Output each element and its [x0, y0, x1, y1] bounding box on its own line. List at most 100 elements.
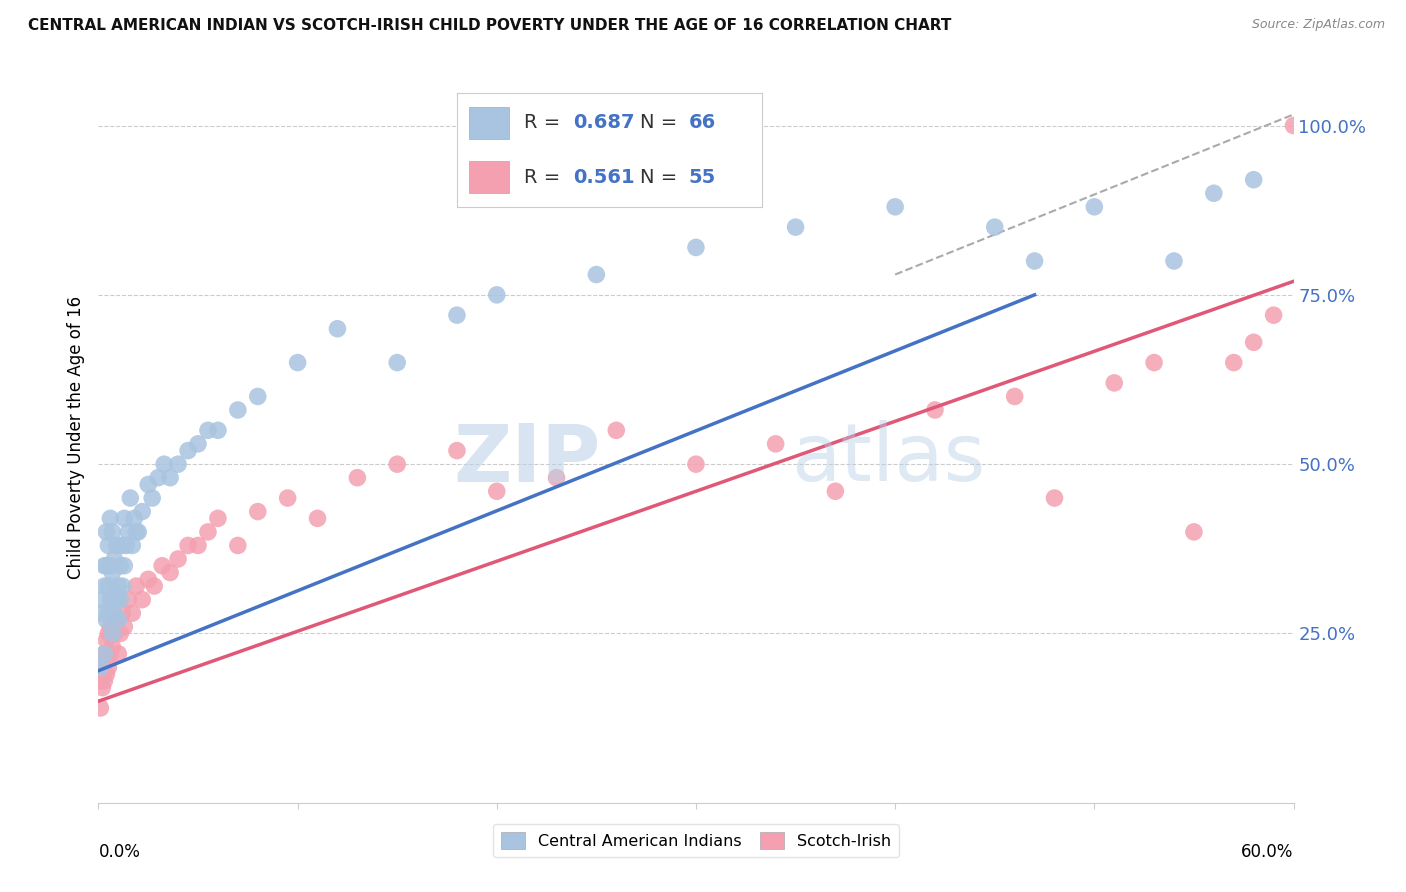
Point: [485, 288, 508, 302]
Point: [1143, 355, 1166, 369]
Point: [105, 592, 128, 607]
Point: [97, 538, 120, 552]
Point: [148, 471, 170, 485]
Text: Source: ZipAtlas.com: Source: ZipAtlas.com: [1251, 18, 1385, 31]
Point: [115, 538, 138, 552]
Point: [141, 491, 163, 505]
Point: [101, 524, 124, 539]
Point: [143, 579, 166, 593]
Point: [685, 457, 707, 471]
Legend: Central American Indians, Scotch-Irish: Central American Indians, Scotch-Irish: [492, 824, 900, 857]
Point: [131, 505, 153, 519]
Point: [153, 457, 176, 471]
Point: [446, 308, 468, 322]
Point: [110, 558, 132, 573]
Point: [120, 491, 142, 505]
Point: [101, 626, 124, 640]
Point: [125, 579, 148, 593]
Point: [107, 579, 129, 593]
Point: [93, 647, 115, 661]
Point: [93, 579, 115, 593]
Point: [105, 613, 128, 627]
Point: [125, 524, 148, 539]
Point: [89, 701, 111, 715]
Point: [107, 538, 129, 552]
Point: [685, 240, 707, 254]
Point: [485, 484, 508, 499]
Point: [103, 606, 125, 620]
Point: [884, 200, 907, 214]
Point: [93, 558, 115, 573]
Point: [197, 524, 219, 539]
Point: [107, 613, 129, 627]
Text: 60.0%: 60.0%: [1241, 843, 1294, 861]
Point: [97, 606, 120, 620]
Point: [91, 681, 114, 695]
Point: [1282, 119, 1305, 133]
Text: CENTRAL AMERICAN INDIAN VS SCOTCH-IRISH CHILD POVERTY UNDER THE AGE OF 16 CORREL: CENTRAL AMERICAN INDIAN VS SCOTCH-IRISH …: [28, 18, 952, 33]
Point: [159, 566, 181, 580]
Point: [1104, 376, 1126, 390]
Point: [121, 606, 143, 620]
Point: [167, 552, 190, 566]
Point: [98, 620, 122, 634]
Point: [91, 592, 114, 607]
Point: [101, 566, 124, 580]
Point: [1202, 186, 1225, 201]
Point: [546, 471, 568, 485]
Point: [226, 538, 249, 552]
Point: [111, 579, 134, 593]
Point: [1223, 355, 1246, 369]
Point: [136, 572, 159, 586]
Point: [101, 640, 124, 654]
Point: [446, 443, 468, 458]
Point: [1243, 335, 1265, 350]
Point: [785, 220, 807, 235]
Point: [96, 613, 118, 627]
Point: [131, 592, 153, 607]
Point: [97, 660, 120, 674]
Point: [1182, 524, 1205, 539]
Point: [96, 633, 118, 648]
Point: [98, 511, 122, 525]
Point: [1163, 254, 1185, 268]
Point: [93, 673, 115, 688]
Point: [111, 606, 134, 620]
Point: [98, 647, 122, 661]
Point: [89, 673, 111, 688]
Text: 0.0%: 0.0%: [98, 843, 141, 861]
Point: [97, 626, 120, 640]
Point: [585, 268, 607, 282]
Point: [385, 355, 409, 369]
Point: [605, 423, 627, 437]
Point: [91, 606, 114, 620]
Point: [197, 423, 219, 437]
Point: [91, 660, 114, 674]
Point: [177, 538, 200, 552]
Point: [98, 592, 122, 607]
Point: [765, 437, 787, 451]
Point: [117, 592, 139, 607]
Y-axis label: Child Poverty Under the Age of 16: Child Poverty Under the Age of 16: [66, 295, 84, 579]
Point: [246, 505, 269, 519]
Point: [110, 592, 132, 607]
Point: [136, 477, 159, 491]
Point: [326, 322, 349, 336]
Point: [187, 437, 209, 451]
Point: [103, 552, 125, 566]
Point: [207, 423, 229, 437]
Point: [124, 511, 146, 525]
Point: [287, 355, 309, 369]
Point: [1243, 172, 1265, 186]
Point: [277, 491, 299, 505]
Point: [984, 220, 1007, 235]
Point: [924, 403, 946, 417]
Point: [103, 626, 125, 640]
Point: [246, 389, 269, 403]
Point: [167, 457, 190, 471]
Point: [96, 524, 118, 539]
Point: [1004, 389, 1026, 403]
Point: [98, 558, 122, 573]
Point: [1043, 491, 1066, 505]
Point: [112, 620, 135, 634]
